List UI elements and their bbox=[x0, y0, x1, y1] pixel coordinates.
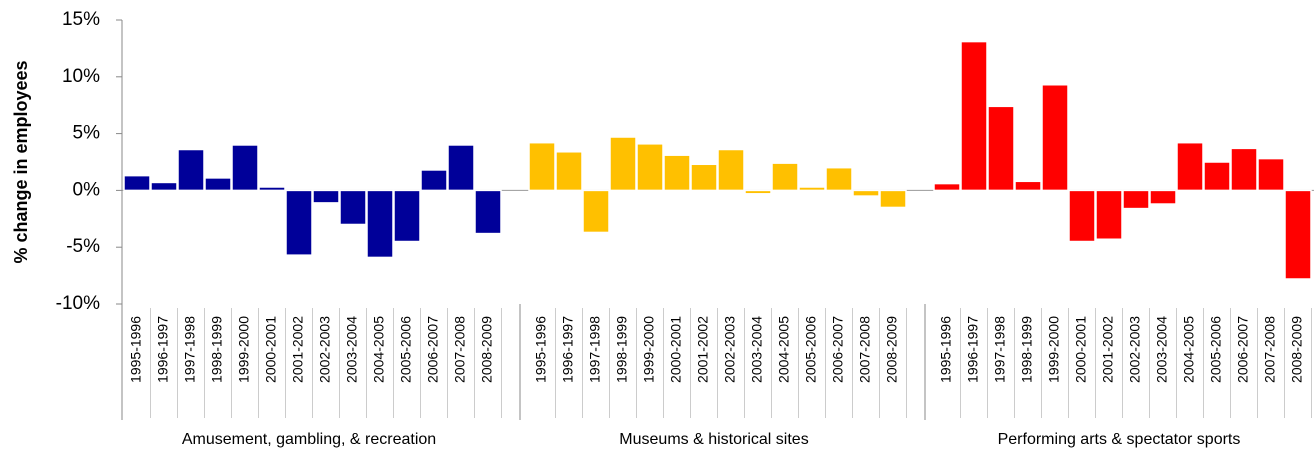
bar bbox=[1203, 161, 1231, 192]
bar bbox=[1014, 180, 1042, 192]
y-tick-label: 10% bbox=[62, 66, 100, 87]
x-tick-label: 2005-2006 bbox=[1208, 316, 1224, 383]
bar bbox=[960, 40, 988, 192]
x-tick-label: 2006-2007 bbox=[830, 316, 846, 383]
x-tick-label: 2005-2006 bbox=[398, 316, 414, 383]
x-tick-label: 2003-2004 bbox=[749, 316, 765, 383]
bar bbox=[420, 169, 448, 192]
bar bbox=[636, 143, 664, 192]
x-tick-label: 2008-2009 bbox=[884, 316, 900, 383]
x-tick-label: 2006-2007 bbox=[1235, 316, 1251, 383]
x-tick-label: 2002-2003 bbox=[722, 316, 738, 383]
x-tick-label: 2002-2003 bbox=[317, 316, 333, 383]
bar bbox=[366, 189, 394, 259]
bar bbox=[798, 186, 826, 192]
x-tick-label: 2004-2005 bbox=[776, 316, 792, 383]
group-label: Performing arts & spectator sports bbox=[998, 431, 1241, 448]
x-tick-label: 2002-2003 bbox=[1127, 316, 1143, 383]
bar bbox=[1176, 141, 1204, 192]
x-tick-label: 1997-1998 bbox=[992, 316, 1008, 383]
bar bbox=[285, 189, 313, 256]
x-tick-label: 2004-2005 bbox=[1181, 316, 1197, 383]
bar bbox=[1257, 157, 1285, 192]
bar bbox=[717, 148, 745, 192]
bar bbox=[879, 189, 907, 209]
x-tick-label: 1996-1997 bbox=[560, 316, 576, 383]
x-tick-label: 1996-1997 bbox=[155, 316, 171, 383]
bar bbox=[1149, 189, 1177, 205]
x-tick-label: 1998-1999 bbox=[1019, 316, 1035, 383]
bar bbox=[393, 189, 421, 243]
bar bbox=[474, 189, 502, 235]
x-tick-label: 2007-2008 bbox=[452, 316, 468, 383]
bar bbox=[933, 182, 961, 192]
bar bbox=[528, 141, 556, 192]
bar bbox=[1230, 147, 1258, 192]
bar bbox=[123, 174, 151, 192]
bar bbox=[1284, 189, 1312, 280]
y-tick-label: -10% bbox=[56, 293, 100, 314]
x-tick-label: 1999-2000 bbox=[236, 316, 252, 383]
x-tick-label: 2001-2002 bbox=[1100, 316, 1116, 383]
bar bbox=[447, 144, 475, 192]
x-tick-label: 2004-2005 bbox=[371, 316, 387, 383]
bar bbox=[150, 181, 178, 192]
bar bbox=[690, 163, 718, 192]
bar bbox=[1095, 189, 1123, 240]
bar bbox=[771, 162, 799, 192]
x-tick-label: 1998-1999 bbox=[209, 316, 225, 383]
x-tick-label: 1997-1998 bbox=[587, 316, 603, 383]
bar bbox=[744, 189, 772, 195]
bar bbox=[312, 189, 340, 204]
group-label: Amusement, gambling, & recreation bbox=[182, 431, 436, 448]
bar bbox=[1041, 84, 1069, 192]
bar bbox=[1068, 189, 1096, 243]
y-tick-label: 15% bbox=[62, 9, 100, 30]
bar bbox=[852, 189, 880, 197]
x-tick-label: 2001-2002 bbox=[695, 316, 711, 383]
bar bbox=[825, 166, 853, 192]
bar bbox=[555, 151, 583, 192]
group-label: Museums & historical sites bbox=[619, 431, 808, 448]
x-tick-label: 2003-2004 bbox=[344, 316, 360, 383]
x-tick-label: 2008-2009 bbox=[1289, 316, 1305, 383]
x-tick-label: 2008-2009 bbox=[479, 316, 495, 383]
x-tick-label: 1996-1997 bbox=[965, 316, 981, 383]
bar bbox=[1122, 189, 1150, 210]
y-axis-title: % change in employees bbox=[11, 60, 31, 263]
bar bbox=[177, 148, 205, 192]
x-tick-label: 2007-2008 bbox=[857, 316, 873, 383]
bar bbox=[231, 144, 259, 192]
x-tick-label: 2000-2001 bbox=[1073, 316, 1089, 383]
x-tick-label: 1998-1999 bbox=[614, 316, 630, 383]
x-tick-label: 2006-2007 bbox=[425, 316, 441, 383]
x-tick-label: 1999-2000 bbox=[1046, 316, 1062, 383]
x-tick-label: 2007-2008 bbox=[1262, 316, 1278, 383]
x-tick-label: 2003-2004 bbox=[1154, 316, 1170, 383]
x-tick-label: 2000-2001 bbox=[263, 316, 279, 383]
y-tick-label: 5% bbox=[73, 123, 101, 144]
bar bbox=[663, 154, 691, 192]
bar bbox=[609, 136, 637, 192]
y-tick-label: -5% bbox=[66, 236, 100, 257]
bar bbox=[258, 186, 286, 192]
bar bbox=[204, 177, 232, 192]
x-tick-label: 1995-1996 bbox=[533, 316, 549, 383]
bar bbox=[987, 105, 1015, 192]
x-tick-label: 1997-1998 bbox=[182, 316, 198, 383]
x-tick-label: 1995-1996 bbox=[128, 316, 144, 383]
bar bbox=[339, 189, 367, 226]
y-tick-label: 0% bbox=[73, 179, 101, 200]
x-tick-label: 2001-2002 bbox=[290, 316, 306, 383]
bar bbox=[582, 189, 610, 234]
x-tick-label: 1995-1996 bbox=[938, 316, 954, 383]
x-tick-label: 2000-2001 bbox=[668, 316, 684, 383]
x-tick-label: 2005-2006 bbox=[803, 316, 819, 383]
x-tick-label: 1999-2000 bbox=[641, 316, 657, 383]
